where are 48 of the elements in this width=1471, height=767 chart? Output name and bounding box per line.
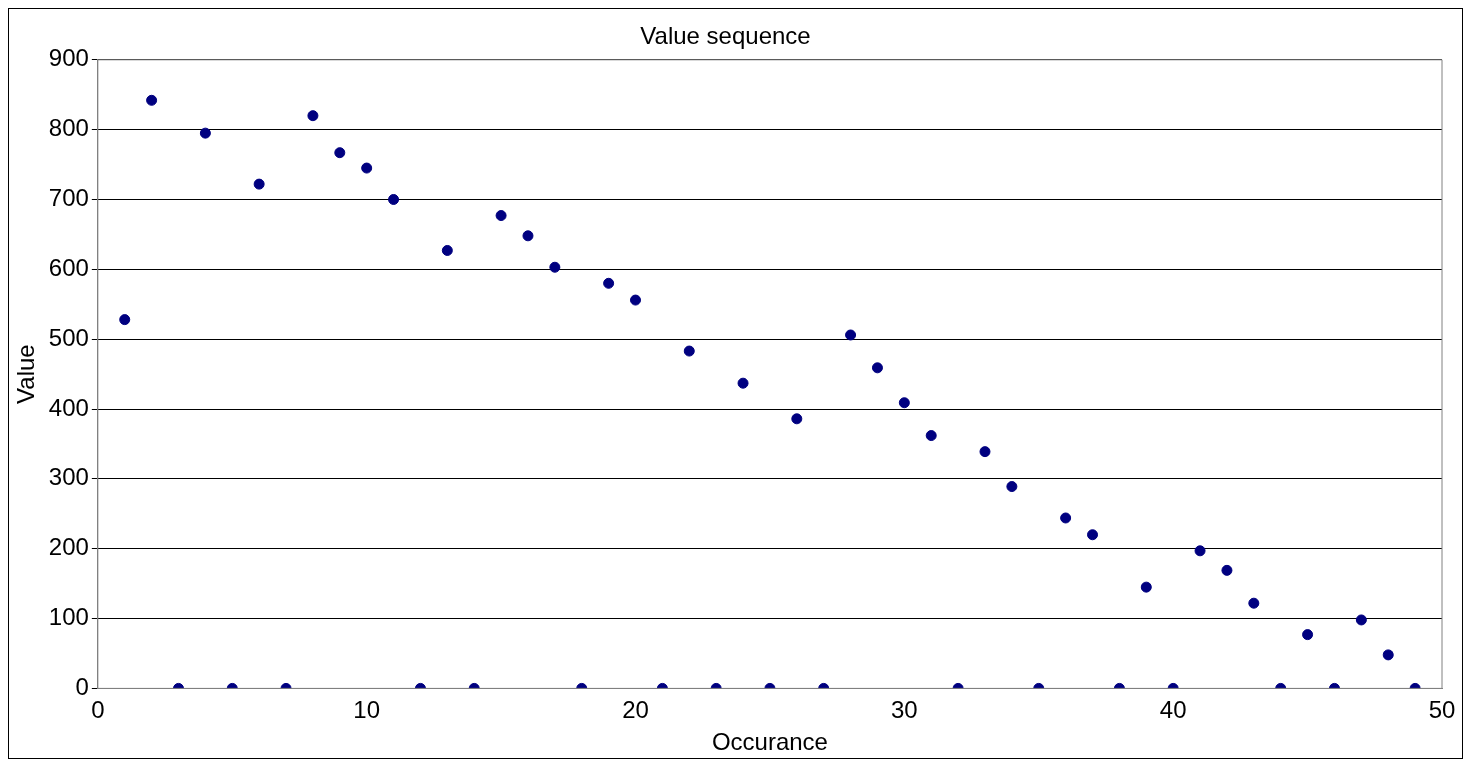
x-tick-label: 10 <box>353 696 381 724</box>
y-tick-label: 800 <box>48 114 89 142</box>
point <box>549 261 561 273</box>
point <box>898 397 910 409</box>
point <box>845 329 857 341</box>
y-tick-label: 100 <box>48 603 89 631</box>
y-tick-label: 500 <box>48 323 89 351</box>
point <box>334 147 346 159</box>
y-tick-label: 200 <box>48 533 89 561</box>
point <box>1221 564 1233 576</box>
y-tick-label: 400 <box>48 393 89 421</box>
point <box>1355 614 1367 626</box>
point <box>683 345 695 357</box>
chart-title: Value sequence <box>640 22 811 50</box>
point <box>199 127 211 139</box>
point <box>925 430 937 442</box>
point <box>603 277 615 289</box>
point <box>1140 581 1152 593</box>
point <box>253 178 265 190</box>
point <box>1248 597 1260 609</box>
point <box>630 294 642 306</box>
y-tick-label: 700 <box>48 184 89 212</box>
point <box>119 314 131 326</box>
point <box>1006 481 1018 493</box>
point <box>1194 545 1206 557</box>
point <box>791 413 803 425</box>
point <box>361 162 373 174</box>
point <box>388 193 400 205</box>
y-tick-label: 900 <box>48 44 89 72</box>
point <box>1087 529 1099 541</box>
point <box>737 377 749 389</box>
x-axis-title: Occurance <box>711 728 828 756</box>
point <box>1060 512 1072 524</box>
point <box>307 110 319 122</box>
y-tick-label: 0 <box>75 673 89 701</box>
point <box>441 244 453 256</box>
point <box>495 210 507 222</box>
x-tick-label: 50 <box>1428 696 1456 724</box>
x-tick-label: 30 <box>890 696 918 724</box>
point <box>979 446 991 458</box>
y-tick-label: 300 <box>48 463 89 491</box>
x-tick-label: 40 <box>1159 696 1187 724</box>
y-tick-label: 600 <box>48 253 89 281</box>
x-tick-label: 20 <box>622 696 649 724</box>
point <box>146 94 158 106</box>
y-axis-title: Value <box>12 344 40 404</box>
point <box>871 362 883 374</box>
point <box>522 230 534 242</box>
